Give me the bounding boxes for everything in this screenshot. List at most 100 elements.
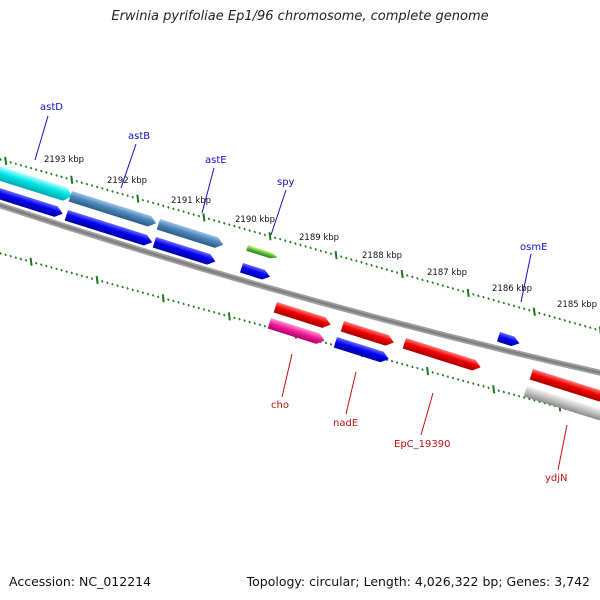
tick-mark-inner	[156, 295, 160, 299]
tick-mark-inner	[217, 312, 221, 315]
tick-mark-inner	[243, 319, 246, 322]
tick-mark-outer	[75, 179, 79, 183]
tick-mark-inner	[80, 274, 84, 278]
tick-mark-outer	[156, 203, 160, 206]
tick-mark-inner	[212, 310, 216, 314]
tick-mark-outer	[273, 236, 277, 240]
tick-mark-inner	[406, 364, 409, 367]
tick-mark-outer	[441, 284, 445, 287]
tick-mark-outer	[431, 281, 434, 285]
tick-mark-inner	[14, 256, 18, 259]
gene-leader-line	[201, 167, 215, 214]
tick-mark-inner	[29, 257, 33, 266]
tick-mark-outer	[416, 276, 419, 280]
feature-astD	[0, 163, 72, 201]
tick-mark-inner	[70, 271, 73, 275]
tick-mark-outer	[85, 182, 89, 186]
tick-mark-outer	[477, 294, 480, 298]
tick-mark-outer	[507, 303, 511, 306]
tick-mark-inner	[141, 291, 145, 294]
tick-mark-outer	[233, 224, 236, 228]
feature-ydjN	[523, 386, 600, 421]
tick-mark-inner	[467, 380, 470, 384]
genome-backbone-core	[0, 203, 600, 375]
tick-mark-outer	[212, 218, 216, 222]
tick-mark-outer	[482, 295, 485, 299]
tick-mark-outer	[192, 213, 195, 216]
tick-mark-inner	[65, 270, 68, 273]
tick-mark-outer	[502, 301, 506, 305]
tick-mark-outer	[436, 282, 439, 286]
feature-astE	[156, 219, 224, 248]
tick-mark-outer	[411, 275, 414, 279]
tick-mark-inner	[223, 313, 226, 317]
tick-mark-outer	[65, 176, 68, 180]
tick-mark-inner	[111, 282, 114, 286]
feature-nadE-body	[333, 337, 389, 363]
tick-mark-inner	[85, 275, 89, 279]
tick-mark-outer	[289, 240, 292, 244]
tick-mark-inner	[167, 298, 170, 301]
feature-plus-2a-body	[0, 185, 63, 217]
gene-leader-line	[420, 392, 434, 436]
tick-mark-outer	[512, 304, 516, 308]
tick-mark-inner	[146, 292, 150, 296]
tick-mark-inner	[390, 359, 394, 363]
tick-mark-outer	[456, 288, 460, 292]
tick-mark-outer	[121, 192, 124, 196]
tick-mark-outer	[223, 221, 226, 225]
tick-mark-outer	[136, 194, 140, 203]
tick-mark-inner	[34, 261, 38, 265]
tick-mark-outer	[390, 269, 394, 273]
position-label: 2190 kbp	[235, 215, 275, 225]
feature-minus-2-body	[340, 321, 394, 346]
tick-mark-outer	[141, 198, 145, 202]
tick-mark-outer	[532, 307, 536, 316]
tick-mark-outer	[487, 297, 490, 301]
tick-mark-inner	[395, 361, 399, 364]
tick-mark-outer	[162, 204, 165, 208]
gene-leader-line	[34, 115, 49, 161]
feature-ydjN-body	[523, 386, 600, 421]
gene-leader-line	[120, 143, 137, 189]
tick-mark-outer	[80, 181, 84, 185]
tick-mark-inner	[324, 341, 328, 345]
tick-mark-outer	[40, 169, 43, 173]
tick-mark-inner	[172, 299, 175, 303]
tick-mark-inner	[411, 365, 414, 369]
tick-mark-outer	[106, 188, 109, 192]
feature-minus-2	[340, 321, 394, 346]
gene-label-EpC_19390: EpC_19390	[394, 439, 450, 450]
tick-mark-outer	[355, 259, 358, 263]
map-title: Erwinia pyrifoliae Ep1/96 chromosome, co…	[111, 9, 489, 24]
tick-mark-outer	[578, 323, 582, 327]
tick-mark-inner	[400, 362, 404, 366]
tick-mark-outer	[243, 227, 246, 231]
feature-astB	[68, 191, 157, 227]
tick-mark-outer	[182, 210, 185, 214]
feature-plus-2c	[152, 237, 216, 265]
tick-mark-inner	[40, 263, 43, 266]
gene-leader-line	[345, 371, 357, 415]
feature-plus-2b-body	[64, 210, 153, 246]
feature-minus-4	[529, 369, 600, 402]
tick-mark-outer	[4, 156, 8, 166]
tick-mark-outer	[238, 226, 241, 229]
tick-mark-outer	[70, 175, 74, 184]
tick-mark-outer	[589, 326, 592, 330]
tick-mark-inner	[416, 366, 419, 370]
gene-label-astE: astE	[205, 155, 227, 166]
gene-leader-line	[270, 189, 287, 236]
tick-mark-inner	[263, 324, 267, 328]
tick-mark-outer	[528, 308, 531, 312]
tick-mark-inner	[121, 285, 124, 289]
tick-mark-outer	[461, 290, 465, 293]
tick-mark-inner	[227, 312, 231, 321]
tick-mark-outer	[553, 316, 556, 319]
tick-mark-inner	[472, 382, 475, 385]
feature-osmE-body	[496, 332, 520, 347]
tick-mark-inner	[512, 393, 516, 397]
tick-mark-inner	[482, 385, 485, 388]
tick-mark-inner	[528, 397, 531, 401]
tick-mark-inner	[502, 390, 506, 394]
